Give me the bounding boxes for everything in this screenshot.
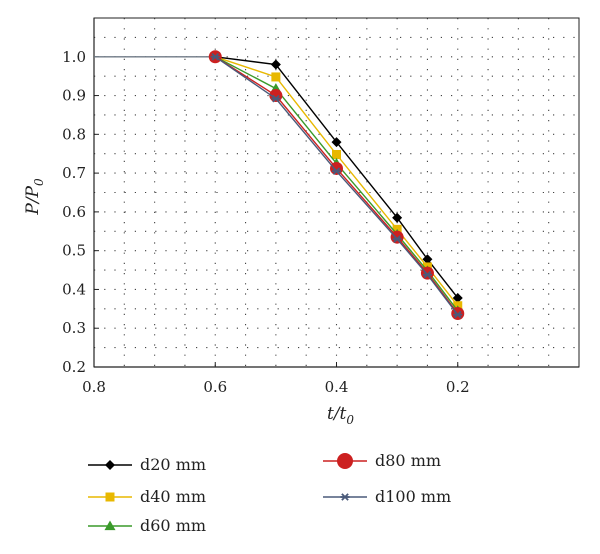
series-d80-mm	[208, 50, 465, 320]
legend-label: d80 mm	[375, 451, 441, 470]
series-line	[215, 56, 459, 299]
legend-item: d80 mm	[323, 451, 441, 470]
marker-diamond	[452, 292, 463, 303]
marker-diamond	[270, 59, 281, 70]
legend-item: d20 mm	[88, 455, 206, 474]
x-tick-label: 0.4	[325, 378, 349, 396]
series-line	[214, 56, 459, 316]
marker-star	[271, 94, 281, 103]
marker-circle	[330, 161, 343, 175]
x-axis-title-sub: 0	[346, 413, 354, 427]
legend-label: d20 mm	[140, 455, 206, 474]
x-tick-label: 0.2	[446, 378, 470, 396]
marker-diamond	[422, 254, 433, 265]
marker-diamond	[105, 460, 115, 470]
series-line	[214, 56, 459, 314]
y-tick-label: 0.2	[62, 358, 86, 376]
series-line	[214, 56, 459, 312]
marker-diamond	[331, 137, 342, 148]
legend: d20 mm d40 mm d60 mm d80 mm d100 mm	[88, 451, 451, 535]
marker-square	[271, 72, 281, 82]
marker-star	[392, 235, 402, 243]
y-tick-label: 0.3	[62, 319, 86, 337]
marker-square	[105, 492, 115, 502]
y-axis-title: P/P0	[23, 178, 46, 216]
marker-star	[340, 493, 350, 501]
ticks: 0.2 0.3 0.4 0.5 0.6 0.7 0.8 0.9 1.0 0.8 0.6 0.4 0.2	[62, 48, 470, 396]
y-tick-label: 0.9	[62, 87, 86, 105]
legend-label: d60 mm	[140, 516, 206, 535]
y-tick-label: 0.6	[62, 203, 86, 221]
marker-diamond	[392, 212, 403, 223]
y-tick-label: 1.0	[62, 48, 86, 66]
legend-item: d60 mm	[88, 516, 206, 535]
marker-star	[422, 270, 432, 279]
y-tick-label: 0.7	[62, 164, 86, 182]
x-tick-label: 0.6	[203, 378, 227, 396]
y-axis-title-sub: 0	[32, 178, 46, 186]
x-axis-title: t/t0	[327, 404, 354, 427]
legend-item: d100 mm	[323, 487, 451, 506]
marker-circle	[337, 453, 353, 469]
y-axis-title-main: P/P	[23, 185, 43, 215]
y-tick-label: 0.8	[62, 125, 86, 143]
x-tick-label: 0.8	[82, 378, 106, 396]
marker-triangle	[104, 520, 116, 531]
marker-circle	[390, 230, 404, 244]
marker-square	[332, 149, 341, 159]
legend-item: d40 mm	[88, 487, 206, 506]
y-tick-label: 0.5	[62, 242, 86, 260]
legend-label: d40 mm	[140, 487, 206, 506]
legend-label: d100 mm	[375, 487, 451, 506]
marker-star	[210, 52, 220, 61]
series-layer	[208, 50, 465, 320]
marker-star	[453, 310, 463, 319]
marker-star	[332, 167, 341, 175]
y-tick-label: 0.4	[62, 280, 86, 298]
grid	[94, 18, 579, 367]
x-axis-title-main: t/t	[327, 404, 347, 424]
series-d100-mm	[210, 52, 463, 319]
